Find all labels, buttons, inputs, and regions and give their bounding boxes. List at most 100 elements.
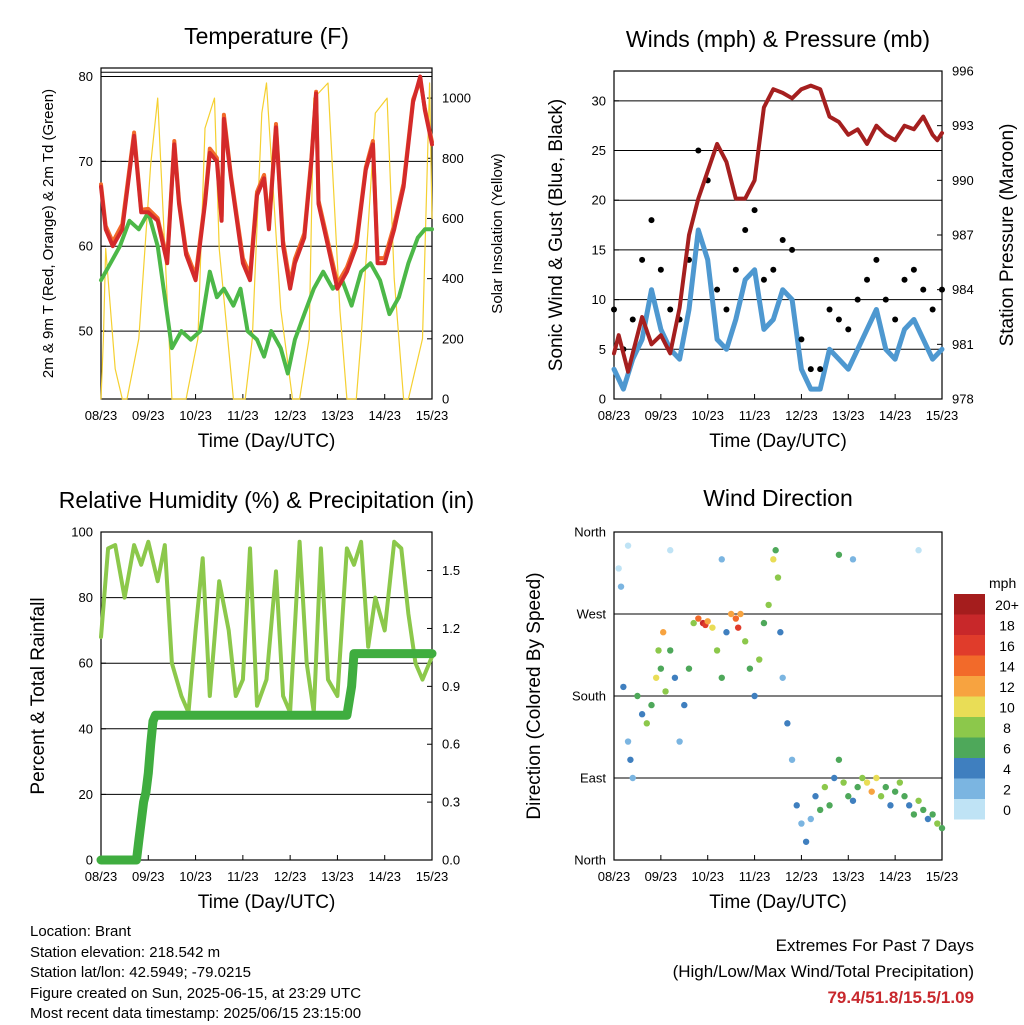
y-axis-title: 2m & 9m T (Red, Orange) & 2m Td (Green) (40, 89, 57, 378)
y-tick-label: 50 (79, 324, 93, 339)
direction-point (770, 556, 777, 563)
x-tick-label: 10/23 (691, 408, 724, 423)
direction-point (777, 629, 784, 636)
direction-point (652, 674, 660, 681)
created-text: Figure created on Sun, 2025-06-15, at 23… (30, 984, 362, 1002)
direction-point (816, 806, 824, 814)
direction-point (746, 665, 754, 672)
direction-point (723, 629, 730, 636)
direction-point (938, 824, 946, 832)
legend-swatch (954, 696, 985, 717)
x-tick-label: 09/23 (132, 408, 165, 423)
legend-label: 8 (1003, 720, 1011, 736)
direction-point (934, 820, 941, 827)
legend-label: 2 (1003, 782, 1011, 798)
x-tick-label: 12/23 (785, 408, 818, 423)
gust-point (798, 336, 805, 343)
gust-point (639, 256, 646, 263)
y-tick-label: 5 (599, 342, 606, 357)
x-tick-label: 10/23 (691, 869, 724, 884)
direction-point (662, 688, 669, 695)
y-tick-label: 30 (592, 93, 606, 108)
legend-label: 4 (1003, 761, 1011, 777)
direction-point (929, 811, 936, 818)
direction-point (638, 711, 646, 718)
dewpoint-line (99, 210, 434, 376)
y-tick-label: 0 (599, 392, 606, 407)
direction-point (657, 665, 665, 672)
direction-point (920, 806, 927, 814)
direction-point (615, 565, 622, 572)
direction-point (648, 701, 655, 709)
chart-title: Wind Direction (703, 485, 853, 511)
x-tick-label: 11/23 (739, 408, 771, 423)
direction-point (849, 556, 857, 563)
legend-swatch (954, 778, 985, 799)
y-tick-label: 70 (79, 154, 93, 169)
chart-title: Relative Humidity (%) & Precipitation (i… (59, 487, 474, 513)
x-tick-label: 11/23 (739, 869, 771, 884)
direction-point (671, 674, 679, 681)
gust-point (892, 316, 899, 323)
direction-point (887, 802, 894, 809)
direction-point (835, 756, 843, 763)
direction-point (924, 815, 932, 823)
gust-point (789, 246, 796, 253)
x-tick-label: 14/23 (879, 869, 912, 884)
y2-tick-label: 400 (442, 271, 464, 286)
legend-swatch (954, 655, 985, 676)
gust-point (760, 276, 767, 283)
x-tick-label: 11/23 (227, 408, 259, 423)
legend-swatch (954, 717, 985, 738)
recent-data-text: Most recent data timestamp: 2025/06/15 2… (30, 1005, 362, 1022)
extremes-subtitle: (High/Low/Max Wind/Total Precipitation) (672, 962, 974, 981)
direction-point (849, 797, 857, 804)
gust-point (873, 256, 880, 263)
legend-swatch (954, 614, 985, 635)
direction-point (873, 774, 880, 782)
y-tick-label: 80 (79, 69, 93, 84)
legend-swatch (954, 758, 985, 779)
gust-point (845, 326, 852, 333)
y2-tick-label: 0.0 (442, 853, 460, 868)
direction-point (882, 783, 889, 791)
y2-tick-label: 0 (442, 392, 449, 407)
y-tick-label: 20 (592, 193, 606, 208)
x-tick-label: 13/23 (832, 408, 865, 423)
x-tick-label: 09/23 (645, 869, 678, 884)
direction-point (877, 793, 885, 800)
direction-point (709, 624, 716, 631)
gust-point (770, 266, 777, 273)
station-pressure-line (612, 83, 944, 374)
x-tick-label: 12/23 (785, 869, 818, 884)
gust-point (723, 306, 730, 313)
legend-label: 6 (1003, 741, 1011, 757)
direction-point (718, 556, 725, 563)
direction-point (660, 629, 667, 636)
gust-point (779, 236, 786, 243)
direction-point (676, 738, 683, 745)
direction-point (901, 793, 908, 800)
y-axis-title: Percent & Total Rainfall (28, 597, 49, 794)
gust-point (826, 306, 833, 313)
direction-point (835, 551, 843, 558)
x-tick-label: 10/23 (179, 408, 212, 423)
speed-legend: mph 20+ 18 16 14 12 10 8 6 4 2 0 (954, 575, 1019, 820)
direction-point (891, 788, 899, 795)
temp-9m-line (99, 77, 434, 286)
direction-point (765, 601, 772, 609)
extremes-summary: Extremes For Past 7 Days (High/Low/Max W… (673, 933, 974, 1011)
direction-point (802, 838, 810, 845)
y2-tick-label: 981 (952, 337, 974, 352)
y-tick-label: 10 (592, 292, 606, 307)
direction-point (617, 583, 625, 590)
plot-frame (100, 531, 433, 861)
x-tick-label: 10/23 (179, 869, 212, 884)
direction-point (788, 756, 796, 763)
gust-point (629, 316, 636, 323)
latlon-text: Station lat/lon: 42.5949; -79.0215 (30, 964, 252, 981)
direction-point (831, 774, 838, 782)
direction-point (807, 815, 814, 823)
extremes-title: Extremes For Past 7 Days (775, 936, 974, 955)
